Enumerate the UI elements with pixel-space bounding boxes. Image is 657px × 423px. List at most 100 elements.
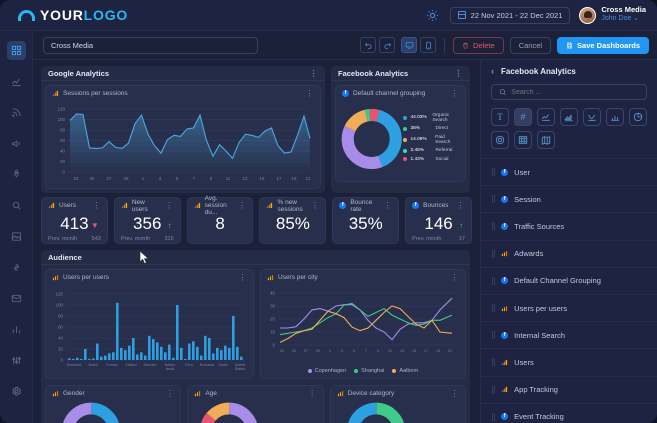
widget-item-user[interactable]: ⣿ User — [481, 159, 657, 187]
card-menu-icon[interactable]: ⋮ — [450, 273, 459, 282]
mobile-icon[interactable] — [420, 37, 436, 53]
card-menu-icon[interactable]: ⋮ — [165, 389, 175, 398]
drag-handle-icon[interactable]: ⣿ — [491, 386, 496, 394]
area-chart-tool-icon[interactable] — [560, 108, 578, 126]
widget-item-internal-search[interactable]: ⣿ Internal Search — [481, 322, 657, 350]
table-tool-icon[interactable] — [514, 131, 532, 149]
row-top: Google Analytics ⋮ Sessions per sessions… — [41, 66, 472, 199]
widget-item-users-per-users[interactable]: ⣿ Users per users — [481, 295, 657, 323]
rail-item-search[interactable] — [7, 196, 26, 215]
logo[interactable]: YOURLOGO — [0, 7, 128, 23]
card-menu-icon[interactable]: ⋮ — [456, 201, 465, 210]
text-tool-icon[interactable]: T — [491, 108, 509, 126]
date-range-picker[interactable]: 22 Nov 2021 - 22 Dec 2021 — [449, 6, 571, 24]
rail-item-links[interactable] — [7, 258, 26, 277]
svg-text:15: 15 — [260, 176, 265, 181]
widget-item-traffic-sources[interactable]: ⣿ Traffic Sources — [481, 213, 657, 241]
svg-text:Denmark: Denmark — [67, 363, 82, 367]
rail-item-filters[interactable] — [7, 351, 26, 370]
rail-item-reports[interactable] — [7, 320, 26, 339]
card-menu-icon[interactable]: ⋮ — [237, 201, 247, 210]
widget-item-app-tracking[interactable]: ⣿ App Tracking — [481, 377, 657, 404]
drag-handle-icon[interactable]: ⣿ — [491, 413, 496, 421]
card-menu-icon[interactable]: ⋮ — [310, 201, 320, 210]
drag-handle-icon[interactable]: ⣿ — [491, 250, 496, 258]
pie-chart-tool-icon[interactable] — [629, 108, 647, 126]
wave-chart-tool-icon[interactable] — [583, 108, 601, 126]
drag-handle-icon[interactable]: ⣿ — [491, 332, 496, 340]
kpi-card-avg-session[interactable]: Avg. session du... ⋮ 8 — [186, 195, 254, 244]
svg-text:13: 13 — [243, 176, 248, 181]
history-group — [360, 37, 395, 53]
card-menu-icon[interactable]: ⋮ — [450, 389, 459, 398]
undo-icon[interactable] — [360, 37, 376, 53]
kpi-value-wrap: 85% — [260, 214, 325, 234]
rail-item-settings[interactable] — [7, 382, 26, 401]
chevron-left-icon[interactable]: ‹ — [491, 66, 494, 76]
save-button[interactable]: Save Dashboards — [557, 36, 649, 54]
sun-icon[interactable] — [424, 7, 441, 24]
delete-button[interactable]: Delete — [453, 36, 504, 54]
card-menu-icon[interactable]: ⋮ — [305, 89, 314, 98]
number-tool-icon[interactable]: # — [514, 108, 532, 126]
google-analytics-icon — [121, 202, 127, 209]
rail-item-dashboard[interactable] — [6, 41, 26, 60]
panel-menu-icon[interactable]: ⋮ — [454, 68, 463, 78]
card-menu-icon[interactable]: ⋮ — [165, 201, 174, 210]
widget-item-event-tracking[interactable]: ⣿ Event Tracking — [481, 404, 657, 423]
rail-item-feed[interactable] — [7, 103, 26, 122]
card-users-per-city: Users per city ⋮ 40 30 20 10 0 — [260, 269, 466, 379]
rail-item-campaigns[interactable] — [7, 134, 26, 153]
svg-text:Ireland: Ireland — [126, 363, 137, 367]
kpi-value: 356 — [133, 214, 162, 233]
widget-item-session[interactable]: ⣿ Session — [481, 186, 657, 214]
svg-text:80: 80 — [58, 314, 63, 319]
widget-item-users[interactable]: ⣿ Users — [481, 349, 657, 377]
widget-item-default-channel-grouping[interactable]: ⣿ Default Channel Grouping — [481, 268, 657, 295]
card-menu-icon[interactable]: ⋮ — [92, 201, 101, 210]
kpi-foot-value: 543 — [91, 236, 101, 242]
kpi-card-new-sessions[interactable]: % new sessions ⋮ 85% — [259, 197, 327, 244]
rail-item-mail[interactable] — [7, 289, 26, 308]
card-menu-icon[interactable]: ⋮ — [238, 273, 247, 282]
panel-menu-icon[interactable]: ⋮ — [309, 68, 318, 78]
kpi-card-bounce-rate[interactable]: Bounce rate ⋮ 35% — [332, 197, 400, 244]
drag-handle-icon[interactable]: ⣿ — [491, 196, 496, 204]
legend-copenhagen: Copenhagen — [307, 368, 346, 374]
card-menu-icon[interactable]: ⋮ — [308, 389, 317, 398]
widget-search-box[interactable] — [491, 84, 647, 100]
facebook-icon — [501, 222, 509, 230]
line-chart-tool-icon[interactable] — [537, 108, 555, 126]
user-menu[interactable]: Cross Media John Doe ⌄ — [579, 6, 646, 24]
bar-chart-tool-icon[interactable] — [606, 108, 624, 126]
drag-handle-icon[interactable]: ⣿ — [491, 359, 496, 367]
kpi-card-bounces[interactable]: Bounces ⋮ 146 ↑ Prev. month 17 — [405, 197, 472, 244]
rail-item-media[interactable] — [7, 227, 26, 246]
redo-icon[interactable] — [379, 37, 395, 53]
kpi-card-new-users[interactable]: New users ⋮ 356 ↑ Prev. month 315 — [113, 197, 181, 244]
card-menu-icon[interactable]: ⋮ — [383, 201, 393, 210]
drag-handle-icon[interactable]: ⣿ — [491, 169, 496, 177]
svg-text:3: 3 — [341, 349, 343, 353]
drag-handle-icon[interactable]: ⣿ — [491, 223, 496, 231]
widget-search-input[interactable] — [511, 88, 639, 96]
dashboard-name-input[interactable] — [43, 36, 258, 54]
card-age-header: Age ⋮ — [188, 386, 322, 401]
rail-item-launch[interactable] — [7, 165, 26, 184]
rail-item-analytics[interactable] — [7, 72, 26, 91]
radar-chart-tool-icon[interactable] — [491, 131, 509, 149]
drag-handle-icon[interactable]: ⣿ — [491, 277, 496, 285]
desktop-icon[interactable] — [401, 37, 417, 53]
widget-item-adwards[interactable]: ⣿ Adwards — [481, 241, 657, 268]
kpi-card-users[interactable]: Users ⋮ 413 ▼ Prev. month 543 — [41, 197, 108, 244]
widget-item-label: Adwards — [514, 249, 544, 259]
kpi-bounce-rate-header: Bounce rate ⋮ — [333, 198, 398, 213]
panel-facebook-analytics-header: Facebook Analytics ⋮ — [331, 66, 470, 81]
bar-chart-icon — [52, 391, 59, 397]
drag-handle-icon[interactable]: ⣿ — [491, 305, 496, 313]
svg-text:0: 0 — [63, 170, 66, 175]
cancel-button[interactable]: Cancel — [509, 36, 552, 54]
map-tool-icon[interactable] — [537, 131, 555, 149]
svg-text:Sweden: Sweden — [144, 363, 157, 367]
card-menu-icon[interactable]: ⋮ — [450, 89, 459, 98]
